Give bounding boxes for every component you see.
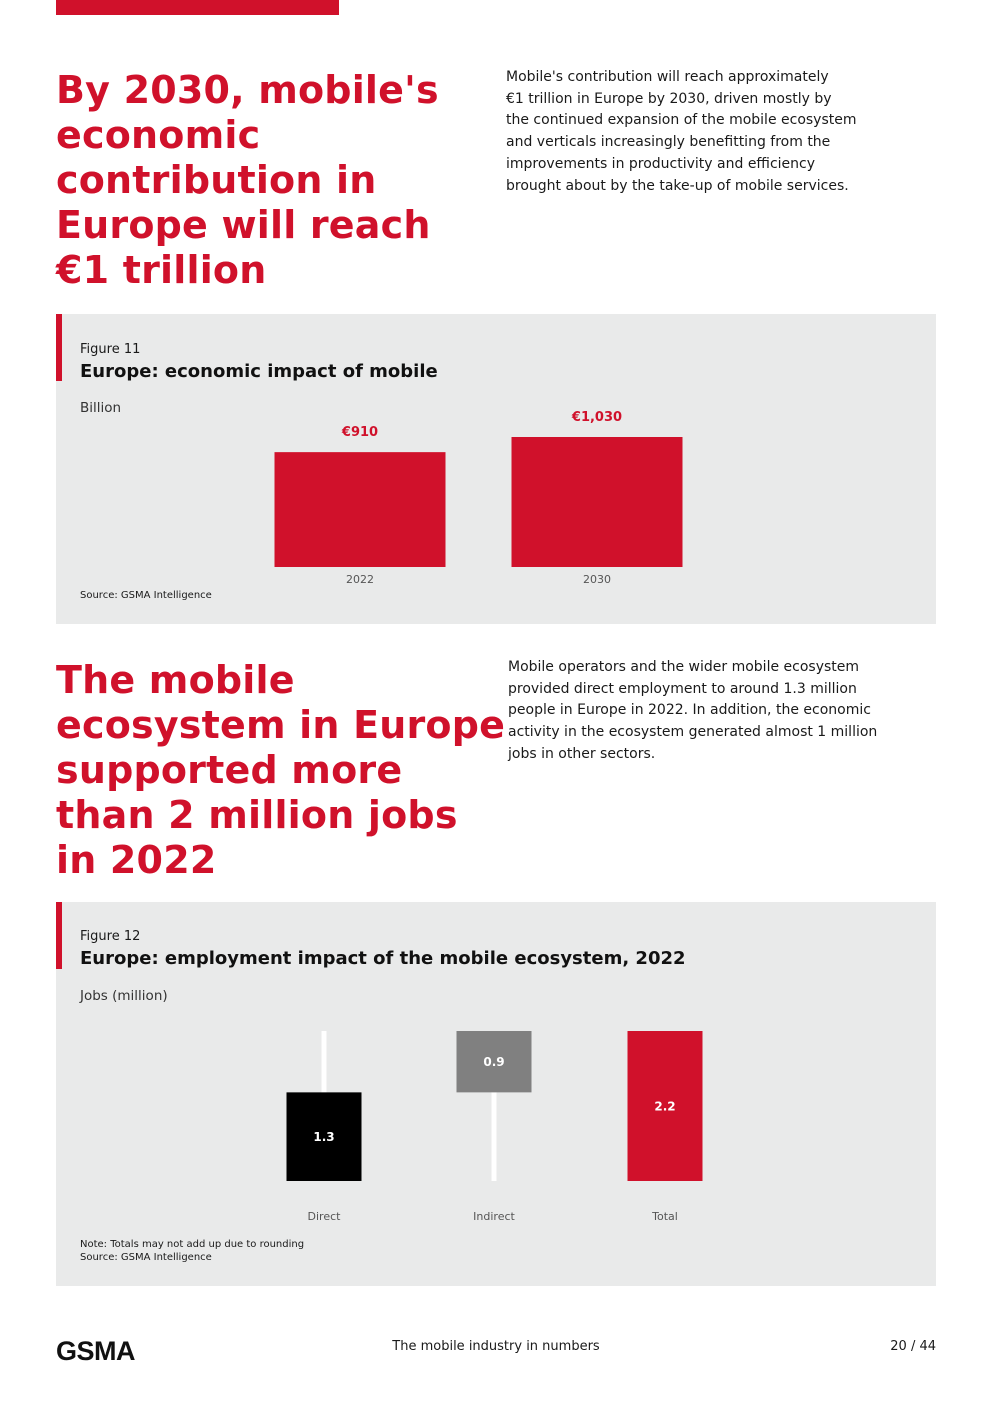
data-label: 0.9 <box>483 1055 504 1069</box>
body-line: Mobile's contribution will reach approxi… <box>506 69 829 85</box>
body-line: brought about by the take-up of mobile s… <box>506 177 849 194</box>
headline-line: than 2 million jobs <box>56 793 458 837</box>
body-line: improvements in productivity and efficie… <box>506 155 816 172</box>
svg-text:GSMA: GSMA <box>56 1338 135 1364</box>
data-label: €1,030 <box>571 410 622 425</box>
bar <box>456 1031 532 1093</box>
headline-line: By 2030, mobile's <box>56 68 439 112</box>
headline-line: The mobile <box>56 658 295 702</box>
x-tick-label: 2030 <box>583 573 611 586</box>
body-line: and verticals increasingly benefitting f… <box>506 134 831 151</box>
body-line: provided direct employment to around 1.3… <box>508 680 857 697</box>
body-line: activity in the ecosystem generated almo… <box>508 724 878 741</box>
employment-impact-chart: 1.3 Direct 0.9 Indirect 2.2 Total <box>286 1031 703 1223</box>
x-tick-label: Direct <box>308 1210 342 1223</box>
section2-headline: The mobile ecosystem in Europe supported… <box>56 658 505 883</box>
bar <box>627 1031 703 1181</box>
publication-title: The mobile industry in numbers <box>392 1339 600 1354</box>
data-label: 2.2 <box>654 1100 675 1114</box>
headline-line: contribution in <box>56 158 377 202</box>
x-tick-label: Indirect <box>473 1210 515 1223</box>
page-number: 20 / 44 <box>890 1339 936 1354</box>
data-label: 1.3 <box>313 1130 334 1144</box>
gsma-logo: GSMA <box>56 1338 136 1364</box>
headline-line: ecosystem in Europe <box>56 703 506 747</box>
figure-title: Europe: economic impact of mobile <box>80 361 438 382</box>
section2-body: Mobile operators and the wider mobile ec… <box>508 657 936 766</box>
x-tick-label: Total <box>651 1210 678 1223</box>
source-note: Source: GSMA Intelligence <box>80 1252 212 1263</box>
body-line: jobs in other sectors. <box>508 745 656 762</box>
source-note: Source: GSMA Intelligence <box>80 590 212 601</box>
figure-accent-bar <box>56 314 62 381</box>
figure-number: Figure 12 <box>80 929 141 944</box>
headline-line: supported more <box>56 748 403 792</box>
unit-label: Jobs (million) <box>80 988 168 1004</box>
headline-line: €1 trillion <box>56 248 267 292</box>
guide-line <box>491 1031 497 1181</box>
headline-line: Europe will reach <box>56 203 431 247</box>
page-footer: GSMA The mobile industry in numbers 20 /… <box>56 1330 936 1370</box>
figure12-panel: Figure 12 Europe: employment impact of t… <box>56 902 936 1286</box>
headline-line: economic <box>56 113 261 157</box>
section1-body: Mobile's contribution will reach approxi… <box>506 67 926 197</box>
x-tick-label: 2022 <box>346 573 374 586</box>
chart-note: Note: Totals may not add up due to round… <box>80 1239 305 1250</box>
figure-title: Europe: employment impact of the mobile … <box>80 948 686 969</box>
body-line: €1 trillion in Europe by 2030, driven mo… <box>506 90 832 107</box>
data-label: €910 <box>341 425 378 440</box>
bar <box>274 452 446 567</box>
body-line: Mobile operators and the wider mobile ec… <box>508 659 860 675</box>
figure-accent-bar <box>56 902 62 969</box>
top-accent-bar <box>56 0 339 15</box>
body-line: people in Europe in 2022. In addition, t… <box>508 702 871 719</box>
section1-headline: By 2030, mobile's economic contribution … <box>56 68 439 293</box>
unit-label: Billion <box>80 400 122 416</box>
bar <box>511 437 683 567</box>
economic-impact-chart: €910 2022 €1,030 2030 <box>274 410 683 586</box>
body-line: the continued expansion of the mobile ec… <box>506 112 857 129</box>
figure-number: Figure 11 <box>80 342 141 357</box>
figure11-panel: Figure 11 Europe: economic impact of mob… <box>56 314 936 624</box>
bar <box>286 1092 362 1181</box>
headline-line: in 2022 <box>56 838 217 882</box>
